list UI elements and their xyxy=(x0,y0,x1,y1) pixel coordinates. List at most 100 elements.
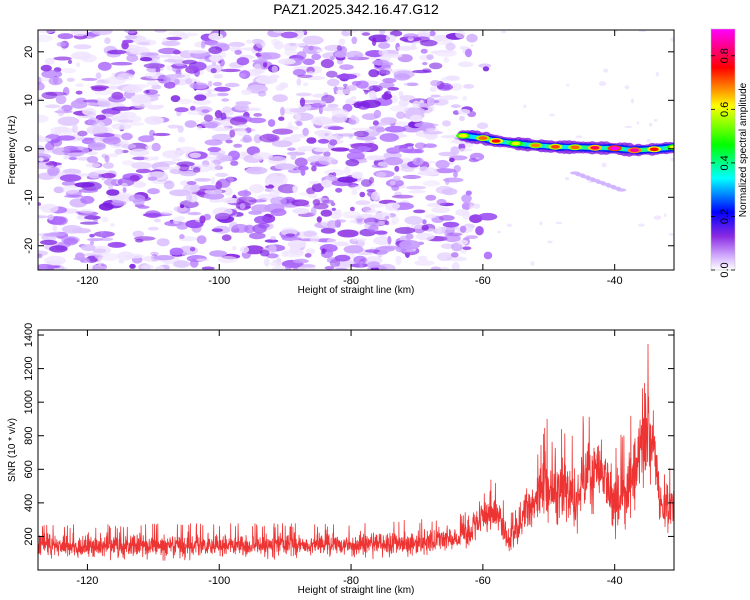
noise-blob xyxy=(213,81,223,87)
noise-blob xyxy=(211,228,223,232)
noise-blob xyxy=(324,266,335,270)
noise-blob xyxy=(381,53,403,58)
noise-blob xyxy=(78,188,98,193)
noise-blob xyxy=(345,85,357,92)
noise-blob xyxy=(425,194,437,201)
noise-blob xyxy=(391,194,414,199)
y-tick-label: 1000 xyxy=(23,390,35,414)
noise-blob xyxy=(272,94,288,103)
noise-blob xyxy=(462,96,468,101)
noise-blob xyxy=(311,53,322,61)
noise-blob xyxy=(146,81,160,86)
noise-blob xyxy=(94,170,110,174)
noise-blob xyxy=(73,44,92,50)
noise-blob xyxy=(338,133,357,137)
noise-blob xyxy=(355,80,369,89)
noise-blob xyxy=(38,30,57,34)
noise-blob xyxy=(603,68,609,73)
noise-blob xyxy=(253,113,263,117)
signal-hotspot xyxy=(550,145,560,149)
noise-blob xyxy=(294,113,302,121)
noise-blob xyxy=(384,215,390,220)
noise-blob xyxy=(436,198,447,206)
noise-blob xyxy=(431,206,451,214)
noise-blob xyxy=(436,226,442,235)
noise-blob xyxy=(182,59,198,65)
noise-blob xyxy=(183,183,200,194)
noise-blob xyxy=(368,90,377,100)
noise-blob xyxy=(134,236,156,241)
noise-blob xyxy=(38,34,53,42)
noise-blob xyxy=(51,147,71,156)
noise-blob xyxy=(178,98,193,105)
noise-blob xyxy=(43,233,65,237)
noise-blob xyxy=(416,158,421,163)
noise-blob xyxy=(356,217,363,223)
noise-blob xyxy=(457,239,469,245)
y-tick-label: 800 xyxy=(23,427,35,445)
noise-blob xyxy=(323,151,331,158)
noise-blob xyxy=(187,49,207,54)
noise-blob xyxy=(207,146,222,153)
noise-blob xyxy=(82,107,96,116)
noise-blob xyxy=(530,261,535,266)
noise-blob xyxy=(129,122,144,126)
noise-blob xyxy=(144,116,164,125)
noise-blob xyxy=(343,83,348,88)
noise-blob xyxy=(104,37,111,44)
noise-blob xyxy=(287,240,307,249)
noise-blob xyxy=(426,97,435,106)
noise-blob xyxy=(304,253,312,258)
noise-blob xyxy=(59,174,82,182)
noise-blob xyxy=(344,166,351,175)
noise-blob xyxy=(38,114,49,123)
noise-blob xyxy=(153,218,161,223)
noise-blob xyxy=(220,112,227,121)
noise-blob xyxy=(77,130,88,137)
noise-blob xyxy=(377,161,388,167)
noise-blob xyxy=(326,238,337,244)
noise-blob xyxy=(434,168,456,174)
noise-blob xyxy=(145,210,161,219)
noise-blob xyxy=(270,261,282,267)
noise-blob xyxy=(40,203,59,213)
noise-blob xyxy=(204,122,219,129)
noise-blob xyxy=(89,143,104,148)
noise-blob xyxy=(131,99,152,109)
noise-blob xyxy=(459,225,467,233)
noise-blob xyxy=(506,223,512,228)
noise-blob xyxy=(309,180,320,185)
noise-blob xyxy=(412,69,432,74)
noise-blob xyxy=(263,61,268,68)
noise-blob xyxy=(402,175,422,179)
noise-blob xyxy=(121,143,137,149)
noise-blob xyxy=(442,221,460,228)
noise-blob xyxy=(392,175,401,181)
noise-blob xyxy=(87,238,104,242)
noise-blob xyxy=(316,49,323,53)
noise-blob xyxy=(624,85,630,90)
noise-blob xyxy=(366,189,376,193)
noise-blob xyxy=(87,151,98,156)
noise-blob xyxy=(384,125,407,133)
noise-blob xyxy=(63,237,78,246)
noise-blob xyxy=(44,255,66,266)
noise-blob xyxy=(201,109,210,113)
noise-blob xyxy=(256,39,266,49)
noise-blob xyxy=(153,255,175,261)
noise-blob xyxy=(201,40,206,49)
noise-blob xyxy=(391,95,398,103)
noise-blob xyxy=(443,234,461,243)
noise-blob xyxy=(266,253,279,259)
x-tick-label: -120 xyxy=(76,575,98,587)
noise-blob xyxy=(50,137,63,147)
noise-blob xyxy=(114,148,124,155)
noise-blob xyxy=(245,39,254,44)
noise-blob xyxy=(364,249,381,253)
noise-blob xyxy=(173,205,188,213)
noise-blob xyxy=(254,215,271,225)
noise-blob xyxy=(154,265,165,270)
noise-blob xyxy=(47,133,58,140)
noise-blob xyxy=(483,251,493,260)
noise-blob xyxy=(177,125,184,133)
